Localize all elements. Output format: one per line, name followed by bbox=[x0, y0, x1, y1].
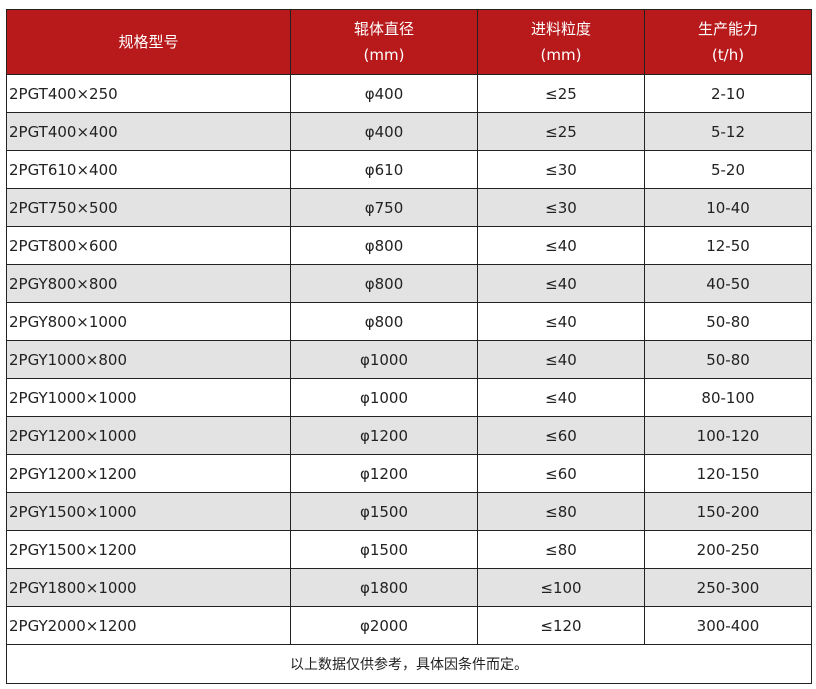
table-row: 2PGT610×400 φ610 ≤30 5-20 bbox=[6, 150, 812, 189]
footer-note: 以上数据仅供参考，具体因条件而定。 bbox=[6, 644, 812, 684]
header-label: 辊体直径 bbox=[353, 20, 414, 38]
spec-table: 规格型号 辊体直径 (mm) 进料粒度 (mm) 生产能力 (t/h) 2PGT400… bbox=[6, 9, 812, 684]
cell-model: 2PGY1000×1000 bbox=[6, 378, 291, 417]
cell-feed-size: ≤25 bbox=[477, 112, 645, 151]
cell-capacity: 80-100 bbox=[644, 378, 812, 417]
cell-feed-size: ≤30 bbox=[477, 188, 645, 227]
cell-capacity: 300-400 bbox=[644, 606, 812, 645]
cell-roller-diameter: φ610 bbox=[290, 150, 478, 189]
cell-capacity: 250-300 bbox=[644, 568, 812, 607]
cell-capacity: 5-12 bbox=[644, 112, 812, 151]
table-row: 2PGY1000×800 φ1000 ≤40 50-80 bbox=[6, 340, 812, 379]
cell-feed-size: ≤40 bbox=[477, 302, 645, 341]
cell-feed-size: ≤80 bbox=[477, 492, 645, 531]
table-row: 2PGT400×400 φ400 ≤25 5-12 bbox=[6, 112, 812, 151]
cell-model: 2PGT800×600 bbox=[6, 226, 291, 265]
cell-feed-size: ≤30 bbox=[477, 150, 645, 189]
cell-feed-size: ≤60 bbox=[477, 454, 645, 493]
cell-model: 2PGT610×400 bbox=[6, 150, 291, 189]
cell-capacity: 50-80 bbox=[644, 340, 812, 379]
header-roller-diameter: 辊体直径 (mm) bbox=[290, 9, 478, 75]
cell-capacity: 12-50 bbox=[644, 226, 812, 265]
cell-feed-size: ≤80 bbox=[477, 530, 645, 569]
cell-capacity: 100-120 bbox=[644, 416, 812, 455]
table-row: 2PGY1800×1000 φ1800 ≤100 250-300 bbox=[6, 568, 812, 607]
header-row: 规格型号 辊体直径 (mm) 进料粒度 (mm) 生产能力 (t/h) bbox=[6, 9, 812, 75]
cell-roller-diameter: φ800 bbox=[290, 226, 478, 265]
cell-feed-size: ≤40 bbox=[477, 264, 645, 303]
table-row: 2PGY800×1000 φ800 ≤40 50-80 bbox=[6, 302, 812, 341]
cell-feed-size: ≤60 bbox=[477, 416, 645, 455]
cell-capacity: 40-50 bbox=[644, 264, 812, 303]
table-row: 2PGT800×600 φ800 ≤40 12-50 bbox=[6, 226, 812, 265]
table-row: 2PGY1200×1200 φ1200 ≤60 120-150 bbox=[6, 454, 812, 493]
cell-model: 2PGY800×800 bbox=[6, 264, 291, 303]
header-unit: (mm) bbox=[540, 46, 582, 64]
cell-roller-diameter: φ400 bbox=[290, 74, 478, 113]
header-capacity: 生产能力 (t/h) bbox=[644, 9, 812, 75]
cell-model: 2PGY1500×1000 bbox=[6, 492, 291, 531]
cell-model: 2PGT400×250 bbox=[6, 74, 291, 113]
cell-feed-size: ≤25 bbox=[477, 74, 645, 113]
header-label: 生产能力 bbox=[697, 20, 758, 38]
cell-roller-diameter: φ1000 bbox=[290, 340, 478, 379]
cell-capacity: 120-150 bbox=[644, 454, 812, 493]
table-row: 2PGY800×800 φ800 ≤40 40-50 bbox=[6, 264, 812, 303]
cell-capacity: 150-200 bbox=[644, 492, 812, 531]
cell-model: 2PGY1200×1200 bbox=[6, 454, 291, 493]
header-label: 进料粒度 bbox=[530, 20, 591, 38]
cell-roller-diameter: φ1500 bbox=[290, 492, 478, 531]
cell-roller-diameter: φ800 bbox=[290, 264, 478, 303]
cell-roller-diameter: φ400 bbox=[290, 112, 478, 151]
cell-feed-size: ≤120 bbox=[477, 606, 645, 645]
cell-roller-diameter: φ800 bbox=[290, 302, 478, 341]
table-row: 2PGY1500×1000 φ1500 ≤80 150-200 bbox=[6, 492, 812, 531]
header-model: 规格型号 bbox=[6, 9, 291, 75]
cell-capacity: 10-40 bbox=[644, 188, 812, 227]
cell-model: 2PGT750×500 bbox=[6, 188, 291, 227]
header-feed-size: 进料粒度 (mm) bbox=[477, 9, 645, 75]
cell-model: 2PGY1000×800 bbox=[6, 340, 291, 379]
cell-model: 2PGY2000×1200 bbox=[6, 606, 291, 645]
table-row: 2PGT400×250 φ400 ≤25 2-10 bbox=[6, 74, 812, 113]
table-row: 2PGY1200×1000 φ1200 ≤60 100-120 bbox=[6, 416, 812, 455]
cell-roller-diameter: φ750 bbox=[290, 188, 478, 227]
cell-feed-size: ≤40 bbox=[477, 340, 645, 379]
cell-roller-diameter: φ1000 bbox=[290, 378, 478, 417]
cell-model: 2PGY1800×1000 bbox=[6, 568, 291, 607]
table-row: 2PGT750×500 φ750 ≤30 10-40 bbox=[6, 188, 812, 227]
cell-model: 2PGY1200×1000 bbox=[6, 416, 291, 455]
cell-capacity: 2-10 bbox=[644, 74, 812, 113]
cell-feed-size: ≤40 bbox=[477, 378, 645, 417]
cell-roller-diameter: φ2000 bbox=[290, 606, 478, 645]
table-row: 2PGY1500×1200 φ1500 ≤80 200-250 bbox=[6, 530, 812, 569]
header-unit: (t/h) bbox=[711, 46, 745, 64]
cell-model: 2PGY1500×1200 bbox=[6, 530, 291, 569]
cell-roller-diameter: φ1800 bbox=[290, 568, 478, 607]
cell-feed-size: ≤40 bbox=[477, 226, 645, 265]
header-unit: (mm) bbox=[363, 46, 405, 64]
cell-capacity: 50-80 bbox=[644, 302, 812, 341]
cell-roller-diameter: φ1500 bbox=[290, 530, 478, 569]
cell-model: 2PGY800×1000 bbox=[6, 302, 291, 341]
cell-capacity: 5-20 bbox=[644, 150, 812, 189]
cell-capacity: 200-250 bbox=[644, 530, 812, 569]
cell-roller-diameter: φ1200 bbox=[290, 454, 478, 493]
cell-feed-size: ≤100 bbox=[477, 568, 645, 607]
table-row: 2PGY1000×1000 φ1000 ≤40 80-100 bbox=[6, 378, 812, 417]
cell-model: 2PGT400×400 bbox=[6, 112, 291, 151]
table-row: 2PGY2000×1200 φ2000 ≤120 300-400 bbox=[6, 606, 812, 645]
cell-roller-diameter: φ1200 bbox=[290, 416, 478, 455]
